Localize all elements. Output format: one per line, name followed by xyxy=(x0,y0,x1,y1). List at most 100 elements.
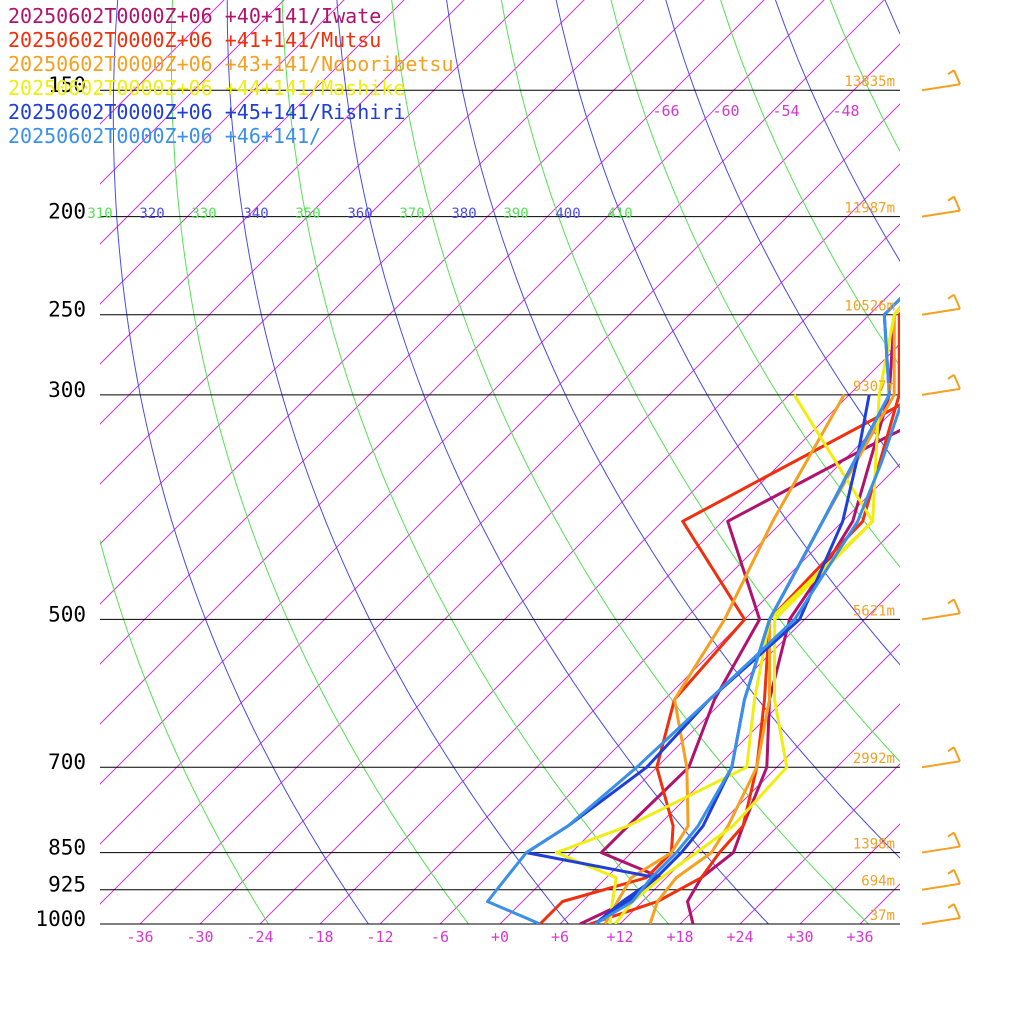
pressure-label: 500 xyxy=(48,602,86,626)
x-tick-label: -30 xyxy=(186,928,213,946)
x-tick-label: -24 xyxy=(246,928,273,946)
isentrope-line xyxy=(986,0,1024,924)
isotherm-line xyxy=(100,0,585,485)
temperature-profile xyxy=(613,306,900,924)
isotherm-label: -48 xyxy=(832,102,859,120)
pressure-label: 250 xyxy=(48,298,86,322)
isotherm-line xyxy=(100,43,900,845)
theta-label: 400 xyxy=(555,206,580,222)
axis-labels: 10016405m15013835m20011987m25010526m3009… xyxy=(35,73,895,946)
x-tick-label: +0 xyxy=(491,928,509,946)
height-label: 5621m xyxy=(853,603,895,619)
isotherm-line xyxy=(100,103,900,905)
x-tick-label: +18 xyxy=(666,928,693,946)
theta-label: 350 xyxy=(295,206,320,222)
pressure-label: 700 xyxy=(48,750,86,774)
theta-label: 370 xyxy=(399,206,424,222)
dewpoint-profile xyxy=(486,402,900,924)
isotherm-line xyxy=(100,0,465,365)
theta-label: 390 xyxy=(503,206,528,222)
pressure-label: 850 xyxy=(48,836,86,860)
isotherm-label: -66 xyxy=(652,102,679,120)
isentrope-line xyxy=(936,0,1024,924)
isentrope-line xyxy=(226,0,569,924)
wind-barb xyxy=(921,598,961,621)
isotherm-label: -54 xyxy=(772,102,799,120)
wind-barb xyxy=(921,374,961,396)
isentrope-line xyxy=(391,0,869,924)
isentrope-line xyxy=(112,0,369,924)
isotherm-line xyxy=(439,463,900,924)
isentrope-line xyxy=(500,0,900,763)
isentrope-line xyxy=(170,0,469,924)
isotherm-line xyxy=(100,0,525,425)
isotherm-line xyxy=(100,0,705,605)
pressure-label: 150 xyxy=(48,73,86,97)
theta-label: 340 xyxy=(243,206,268,222)
legend: 20250602T0000Z+06 +40+141/Iwate 20250602… xyxy=(8,4,454,148)
theta-label: 410 xyxy=(607,206,632,222)
theta-label: 320 xyxy=(139,206,164,222)
pressure-label: 925 xyxy=(48,873,86,897)
isotherm-label: -60 xyxy=(712,102,739,120)
isotherm-line xyxy=(199,223,900,924)
theta-label: 380 xyxy=(451,206,476,222)
isotherm-line xyxy=(100,0,825,725)
background-lines xyxy=(100,0,1024,924)
wind-barb xyxy=(921,903,961,925)
isentrope-line xyxy=(336,0,769,924)
height-label: 11987m xyxy=(844,201,895,217)
legend-entry: 20250602T0000Z+06 +43+141/Noboribetsu xyxy=(8,52,454,76)
legend-entry: 20250602T0000Z+06 +45+141/Rishiri xyxy=(8,100,406,124)
x-tick-label: +12 xyxy=(606,928,633,946)
isotherm-line xyxy=(100,0,405,305)
legend-entry: 20250602T0000Z+06 +44+141/Mashike xyxy=(8,76,406,100)
isentrope-line xyxy=(720,0,900,368)
sounding-profiles xyxy=(486,296,900,924)
height-label: 2992m xyxy=(853,751,895,767)
legend-entry: 20250602T0000Z+06 +46+141/ xyxy=(8,124,322,148)
pressure-label: 1000 xyxy=(35,907,86,931)
isotherm-line xyxy=(379,403,900,924)
isotherm-line xyxy=(259,283,900,924)
isotherm-line xyxy=(619,643,900,924)
x-tick-label: +30 xyxy=(786,928,813,946)
wind-barb xyxy=(921,831,961,854)
wind-barb xyxy=(921,868,961,891)
isotherm-line xyxy=(679,703,900,924)
pressure-label: 300 xyxy=(48,378,86,402)
legend-entry: 20250602T0000Z+06 +41+141/Mutsu xyxy=(8,28,382,52)
isentrope-line xyxy=(446,0,900,859)
x-tick-label: -12 xyxy=(366,928,393,946)
wind-barb xyxy=(921,69,961,92)
isentrope-line xyxy=(886,0,1024,924)
x-tick-label: +36 xyxy=(846,928,873,946)
temperature-profile xyxy=(686,305,900,924)
isentrope-line xyxy=(281,0,669,924)
legend-entry: 20250602T0000Z+06 +40+141/Iwate xyxy=(8,4,382,28)
isotherm-line xyxy=(859,883,900,924)
wind-barb xyxy=(921,746,961,769)
wind-barb xyxy=(921,195,961,218)
x-tick-label: -6 xyxy=(431,928,449,946)
x-tick-label: -18 xyxy=(306,928,333,946)
height-label: 10526m xyxy=(844,299,895,315)
isotherm-line xyxy=(100,0,885,785)
isentrope-line xyxy=(610,0,900,568)
isentrope-line xyxy=(884,0,900,35)
x-tick-label: +24 xyxy=(726,928,753,946)
isotherm-line xyxy=(139,163,900,924)
isotherm-line xyxy=(100,0,765,665)
isotherm-line xyxy=(559,583,900,924)
height-label: 1398m xyxy=(853,837,895,853)
isotherm-line xyxy=(100,0,645,545)
theta-label: 330 xyxy=(191,206,216,222)
height-label: 37m xyxy=(870,908,895,924)
isentrope-line xyxy=(665,0,900,469)
wind-barbs xyxy=(921,69,961,925)
isotherm-line xyxy=(319,343,900,924)
isentrope-line xyxy=(555,0,900,666)
isentrope-line xyxy=(100,538,269,924)
x-tick-label: -36 xyxy=(126,928,153,946)
